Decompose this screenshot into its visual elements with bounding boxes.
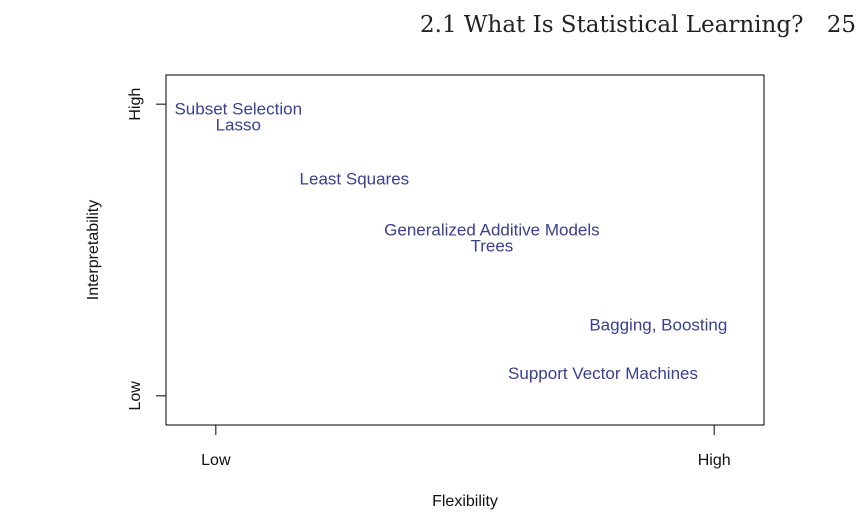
method-label: Trees: [470, 237, 513, 256]
method-label: Support Vector Machines: [508, 364, 698, 383]
y-axis-title: Interpretability: [85, 200, 102, 301]
x-axis-title: Flexibility: [432, 493, 498, 510]
y-tick-label-low: Low: [127, 381, 144, 411]
x-tick-label-low: Low: [201, 452, 231, 469]
y-tick-label-high: High: [127, 88, 144, 121]
method-label: Lasso: [216, 116, 261, 135]
x-tick-label-high: High: [698, 452, 731, 469]
method-label: Bagging, Boosting: [589, 315, 727, 334]
method-label: Least Squares: [300, 169, 410, 188]
